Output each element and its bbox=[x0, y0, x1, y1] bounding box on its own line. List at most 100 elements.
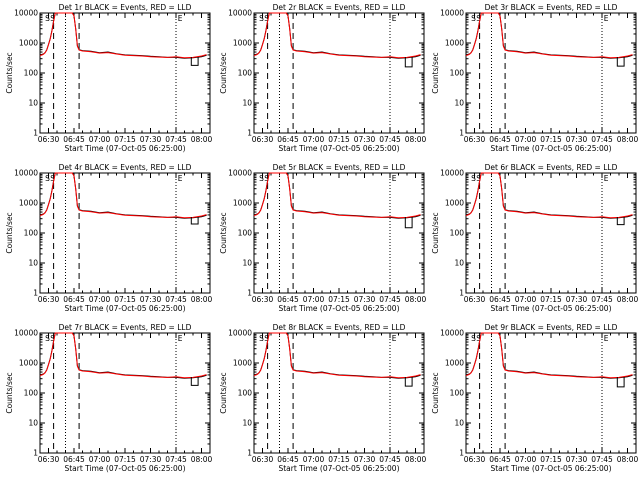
lld-series-line bbox=[253, 172, 421, 219]
events-gap-notch bbox=[404, 57, 413, 68]
x-tick-label: 07:45 bbox=[165, 135, 187, 144]
start-marker: S bbox=[476, 334, 481, 343]
start-marker: S bbox=[471, 334, 476, 343]
x-tick-label: 07:00 bbox=[303, 295, 325, 304]
y-tick-label: 10000 bbox=[440, 329, 464, 338]
x-tick-label: 07:15 bbox=[540, 455, 562, 464]
lld-series-line bbox=[253, 332, 421, 379]
y-tick-label: 1000 bbox=[233, 199, 252, 208]
chart-title: Det 7r BLACK = Events, RED = LLD bbox=[59, 323, 192, 332]
x-axis-label: Start Time (07-Oct-05 06:25:00) bbox=[64, 144, 185, 153]
start-marker: S bbox=[264, 14, 269, 23]
y-tick-label: 1 bbox=[33, 449, 38, 458]
events-gap-notch bbox=[404, 217, 413, 229]
y-tick-label: 100 bbox=[24, 69, 39, 78]
start-marker: S bbox=[471, 14, 476, 23]
chart-title: Det 2r BLACK = Events, RED = LLD bbox=[273, 3, 406, 12]
chart-panel: Det 6r BLACK = Events, RED = LLD Start Ti… bbox=[431, 163, 639, 313]
lld-series-line bbox=[39, 332, 207, 379]
y-tick-label: 1 bbox=[33, 289, 38, 298]
x-tick-label: 06:30 bbox=[38, 295, 60, 304]
y-tick-label: 10 bbox=[242, 99, 252, 108]
x-tick-label: 08:00 bbox=[405, 455, 427, 464]
y-tick-label: 10000 bbox=[440, 9, 464, 18]
lld-series-line bbox=[39, 12, 207, 59]
y-tick-label: 1 bbox=[33, 129, 38, 138]
x-tick-label: 08:00 bbox=[405, 135, 427, 144]
events-gap-notch bbox=[190, 57, 199, 66]
chart-title: Det 6r BLACK = Events, RED = LLD bbox=[485, 163, 618, 172]
y-tick-label: 100 bbox=[238, 69, 253, 78]
x-tick-label: 07:00 bbox=[515, 455, 537, 464]
x-axis-label: Start Time (07-Oct-05 06:25:00) bbox=[490, 304, 611, 313]
y-axis-label: Counts/sec bbox=[431, 372, 440, 413]
x-tick-label: 08:00 bbox=[617, 295, 639, 304]
y-tick-label: 1 bbox=[459, 449, 464, 458]
lld-series-line bbox=[465, 332, 633, 379]
start-marker: S bbox=[50, 334, 55, 343]
x-tick-label: 06:30 bbox=[464, 455, 486, 464]
x-tick-label: 07:15 bbox=[114, 135, 136, 144]
y-tick-label: 10 bbox=[242, 419, 252, 428]
x-axis-label: Start Time (07-Oct-05 06:25:00) bbox=[278, 464, 399, 473]
y-tick-label: 10 bbox=[454, 259, 464, 268]
x-tick-label: 07:45 bbox=[591, 455, 613, 464]
chart-panel: Det 2r BLACK = Events, RED = LLD Start Ti… bbox=[219, 3, 427, 153]
y-tick-label: 100 bbox=[24, 229, 39, 238]
x-tick-label: 06:30 bbox=[252, 295, 274, 304]
x-tick-label: 06:45 bbox=[489, 295, 511, 304]
x-tick-label: 06:30 bbox=[252, 455, 274, 464]
lld-series-line bbox=[39, 172, 207, 219]
x-tick-label: 08:00 bbox=[191, 135, 213, 144]
y-tick-label: 100 bbox=[238, 229, 253, 238]
start-marker: S bbox=[476, 174, 481, 183]
y-axis-label: Counts/sec bbox=[5, 52, 14, 93]
end-marker: E bbox=[604, 14, 609, 23]
y-axis-label: Counts/sec bbox=[431, 52, 440, 93]
start-marker: S bbox=[50, 174, 55, 183]
lld-series-line bbox=[253, 12, 421, 59]
x-tick-label: 06:45 bbox=[63, 135, 85, 144]
start-marker: S bbox=[471, 174, 476, 183]
y-tick-label: 1 bbox=[459, 289, 464, 298]
end-marker: E bbox=[392, 14, 397, 23]
y-tick-label: 1000 bbox=[19, 39, 38, 48]
x-tick-label: 08:00 bbox=[405, 295, 427, 304]
x-tick-label: 06:45 bbox=[489, 135, 511, 144]
end-marker: E bbox=[604, 334, 609, 343]
start-marker: S bbox=[45, 334, 50, 343]
x-tick-label: 07:30 bbox=[566, 135, 588, 144]
start-marker: S bbox=[264, 334, 269, 343]
y-tick-label: 10 bbox=[28, 259, 38, 268]
start-marker: S bbox=[259, 14, 264, 23]
x-tick-label: 07:15 bbox=[114, 455, 136, 464]
x-tick-label: 07:15 bbox=[114, 295, 136, 304]
x-tick-label: 06:45 bbox=[489, 455, 511, 464]
y-tick-label: 100 bbox=[24, 389, 39, 398]
x-tick-label: 07:30 bbox=[354, 135, 376, 144]
start-marker: S bbox=[264, 174, 269, 183]
x-tick-label: 07:00 bbox=[515, 135, 537, 144]
x-tick-label: 07:00 bbox=[515, 295, 537, 304]
x-tick-label: 07:45 bbox=[591, 295, 613, 304]
chart-title: Det 3r BLACK = Events, RED = LLD bbox=[485, 3, 618, 12]
x-axis-label: Start Time (07-Oct-05 06:25:00) bbox=[64, 304, 185, 313]
y-tick-label: 10 bbox=[242, 259, 252, 268]
y-tick-label: 10000 bbox=[14, 169, 38, 178]
start-marker: S bbox=[259, 334, 264, 343]
events-gap-notch bbox=[190, 217, 199, 225]
x-tick-label: 07:30 bbox=[566, 455, 588, 464]
x-tick-label: 07:15 bbox=[328, 135, 350, 144]
chart-title: Det 4r BLACK = Events, RED = LLD bbox=[59, 163, 192, 172]
events-gap-notch bbox=[616, 57, 625, 67]
x-tick-label: 07:45 bbox=[379, 295, 401, 304]
chart-panel: Det 5r BLACK = Events, RED = LLD Start Ti… bbox=[219, 163, 427, 313]
y-tick-label: 1000 bbox=[19, 359, 38, 368]
y-tick-label: 10 bbox=[454, 99, 464, 108]
chart-panel: Det 4r BLACK = Events, RED = LLD Start Ti… bbox=[5, 163, 213, 313]
y-axis-label: Counts/sec bbox=[219, 372, 228, 413]
start-marker: S bbox=[45, 14, 50, 23]
y-tick-label: 100 bbox=[450, 389, 465, 398]
start-marker: S bbox=[476, 14, 481, 23]
x-tick-label: 08:00 bbox=[617, 135, 639, 144]
